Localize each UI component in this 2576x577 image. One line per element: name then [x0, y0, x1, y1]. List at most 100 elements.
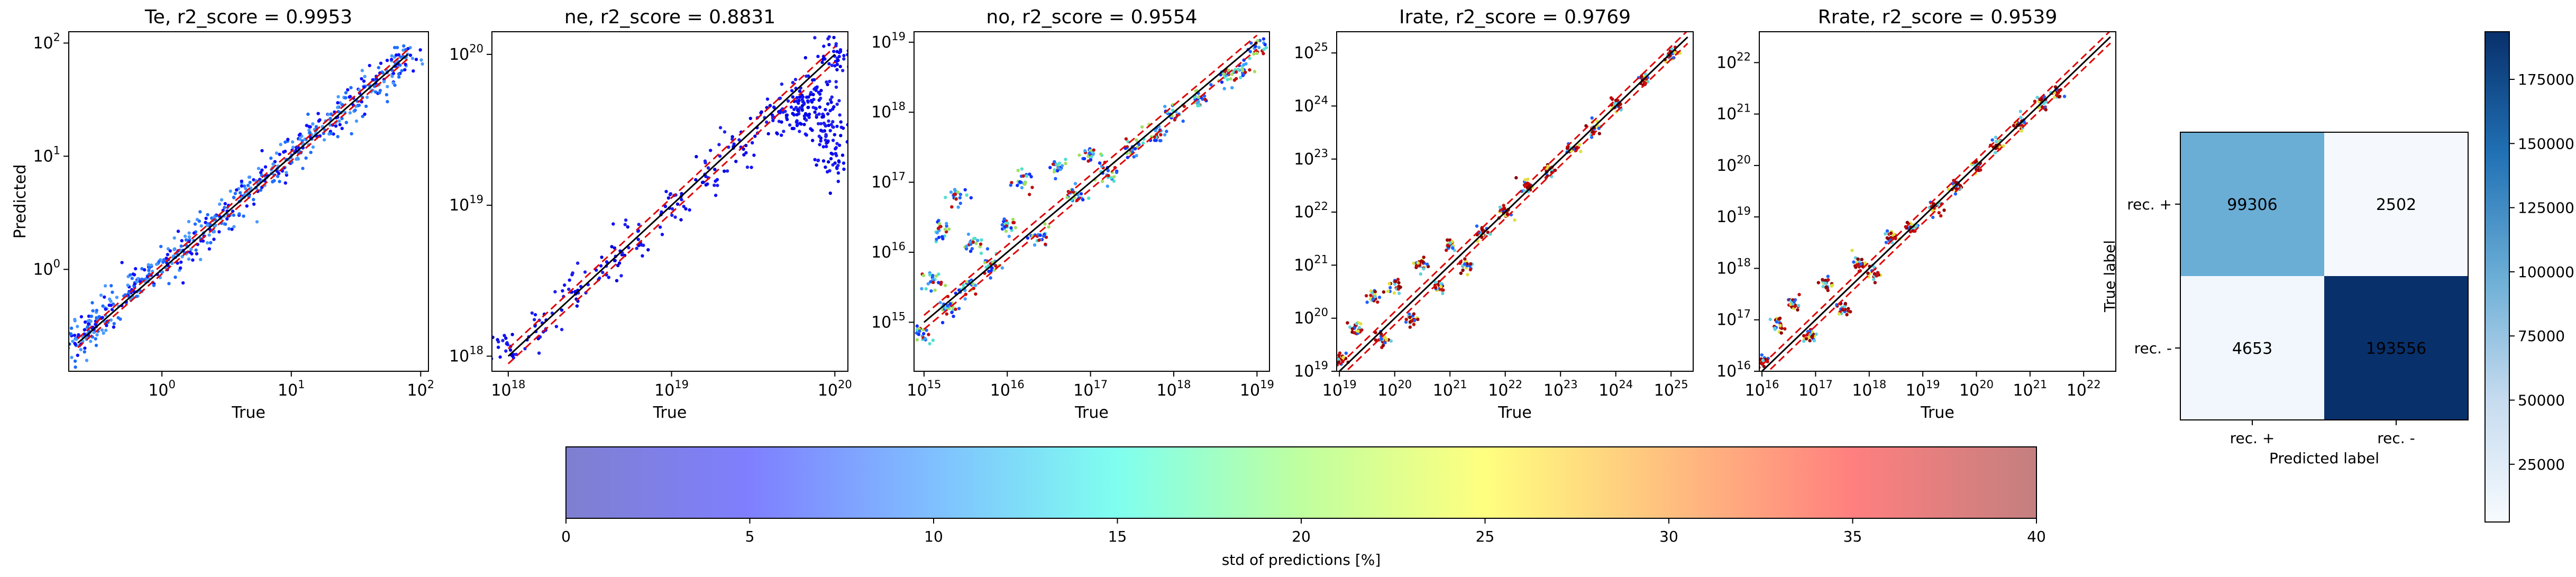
scatter-point	[172, 248, 176, 251]
scatter-point	[1397, 291, 1401, 295]
scatter-point	[976, 239, 980, 242]
colorbar-tick-label: 175000	[2518, 71, 2574, 88]
scatter-point	[2019, 115, 2023, 120]
scatter-point	[180, 239, 184, 243]
y-tick-label: 1018	[1716, 256, 1751, 278]
x-tick-label: 1016	[1745, 378, 1779, 400]
scatter-point	[83, 328, 86, 332]
scatter-point	[1846, 309, 1850, 313]
scatter-point	[839, 125, 843, 129]
scatter-point	[1856, 257, 1860, 261]
scatter-point	[1463, 257, 1467, 261]
scatter-point	[390, 58, 394, 61]
scatter-points	[69, 44, 424, 369]
scatter-point	[311, 122, 315, 126]
scatter-point	[207, 233, 211, 237]
scatter-point	[798, 89, 802, 93]
scatter-point	[1357, 326, 1362, 329]
scatter-point	[109, 304, 113, 307]
scatter-point	[1837, 312, 1841, 316]
scatter-point	[839, 134, 843, 138]
scatter-point	[1330, 360, 1333, 363]
scatter-point	[360, 77, 363, 81]
scatter-point	[752, 153, 756, 157]
scatter-point	[1028, 172, 1031, 176]
scatter-point	[94, 337, 97, 341]
colorbar-tick-label: 100000	[2518, 263, 2574, 281]
scatter-point	[785, 117, 789, 121]
y-tick-label: 1018	[871, 100, 906, 122]
scatter-point	[69, 332, 73, 336]
scatter-point	[1908, 230, 1912, 234]
scatter-point	[240, 179, 243, 183]
scatter-point	[825, 80, 828, 84]
scatter-point	[1054, 177, 1057, 180]
scatter-point	[830, 95, 834, 99]
scatter-point	[775, 131, 779, 135]
scatter-point	[834, 80, 838, 84]
scatter-point	[637, 223, 641, 226]
scatter-point	[338, 123, 342, 126]
scatter-point	[642, 243, 645, 247]
scatter-point	[703, 159, 707, 163]
scatter-point	[819, 139, 823, 143]
colorbar-tick-label: 10	[924, 528, 943, 545]
scatter-point	[968, 240, 972, 244]
scatter-point	[1158, 139, 1162, 143]
scatter-point	[921, 273, 926, 277]
scatter-point	[798, 95, 802, 99]
scatter-point	[212, 230, 216, 234]
scatter-point	[704, 175, 708, 178]
scatter-point	[298, 137, 302, 141]
scatter-point	[934, 274, 938, 278]
scatter-point	[972, 236, 976, 241]
scatter-point	[809, 90, 813, 95]
scatter-point	[112, 325, 116, 329]
x-tick-label: 1016	[990, 378, 1025, 400]
scatter-point	[418, 48, 422, 52]
scatter-point	[336, 101, 340, 105]
scatter-point	[958, 202, 963, 205]
scatter-point	[1055, 163, 1058, 167]
scatter-point	[626, 225, 630, 229]
scatter-point	[1386, 289, 1390, 293]
scatter-point	[140, 277, 144, 281]
scatter-point	[660, 233, 664, 236]
scatter-point	[945, 224, 948, 228]
scatter-point	[786, 99, 790, 103]
scatter-point	[168, 249, 172, 253]
scatter-point	[83, 346, 87, 350]
scatter-point	[263, 165, 268, 169]
scatter-point	[207, 247, 211, 251]
x-tick-label: 1019	[1906, 378, 1940, 400]
scatter-point	[76, 325, 79, 328]
scatter-point	[412, 69, 415, 73]
scatter-point	[1016, 184, 1019, 187]
scatter-point	[284, 181, 287, 185]
scatter-point	[1047, 225, 1051, 229]
y-tick-label: 1025	[1294, 41, 1328, 62]
scatter-point	[391, 81, 395, 85]
scatter-point	[1382, 290, 1386, 294]
scatter-point	[966, 232, 971, 236]
scatter-point	[1010, 181, 1013, 185]
scatter-panel: 1015 1016 1017 1018 1019 1015 1016 1017 1018 1019…	[871, 6, 1274, 422]
scatter-point	[828, 129, 832, 133]
scatter-point	[1003, 225, 1007, 229]
scatter-point	[1446, 243, 1449, 248]
scatter-point	[816, 159, 820, 162]
scatter-point	[1253, 70, 1257, 74]
scatter-point	[1337, 360, 1340, 364]
scatter-point	[229, 189, 232, 193]
scatter-point	[831, 139, 835, 142]
scatter-point	[1486, 231, 1490, 234]
scatter-point	[1850, 249, 1854, 252]
colorbar-gradient	[565, 446, 2037, 519]
scatter-point	[1337, 363, 1339, 367]
scatter-point	[214, 223, 217, 227]
scatter-point	[187, 231, 191, 235]
upper-band-line	[1339, 32, 1688, 366]
scatter-point	[510, 333, 514, 336]
scatter-point	[928, 342, 931, 346]
scatter-point	[1461, 268, 1465, 272]
